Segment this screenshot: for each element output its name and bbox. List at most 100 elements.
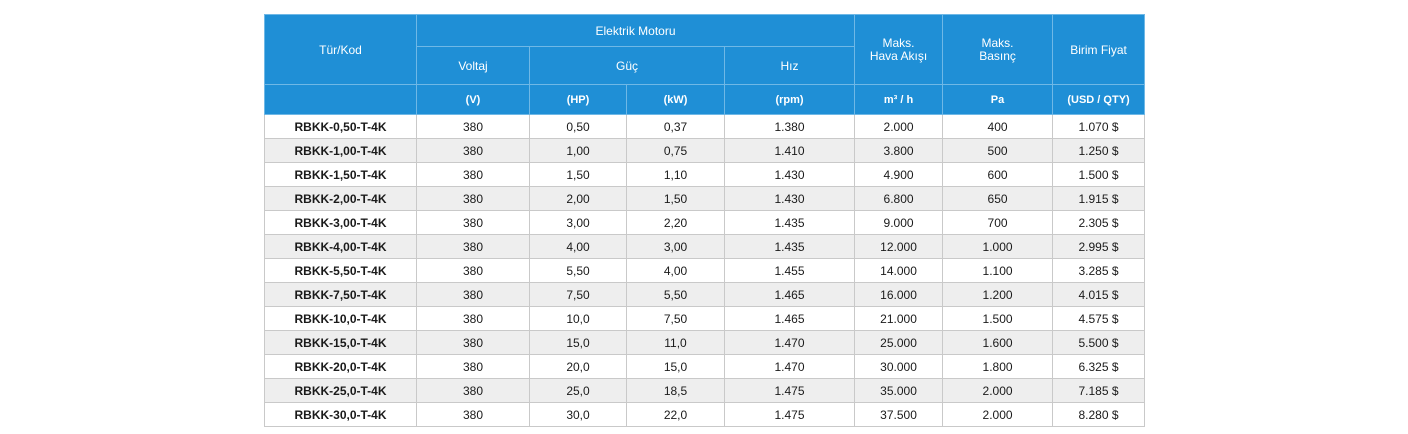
cell-pressure: 500 (942, 138, 1054, 163)
unit-empty (264, 84, 417, 115)
cell-flow: 3.800 (854, 138, 944, 163)
cell-voltage: 380 (416, 114, 530, 139)
cell-code: RBKK-2,00-T-4K (264, 186, 417, 211)
cell-pressure: 1.600 (942, 330, 1054, 355)
unit-pressure: Pa (942, 84, 1054, 115)
table-row: RBKK-1,50-T-4K 380 1,50 1,10 1.430 4.900 600 1.… (264, 162, 1146, 187)
cell-flow: 12.000 (854, 234, 944, 259)
cell-rpm: 1.435 (723, 210, 856, 235)
cell-flow: 6.800 (854, 186, 944, 211)
cell-kw: 5,50 (626, 282, 725, 307)
cell-flow: 9.000 (854, 210, 944, 235)
cell-voltage: 380 (416, 186, 530, 211)
cell-voltage: 380 (416, 234, 530, 259)
cell-code: RBKK-25,0-T-4K (264, 378, 417, 403)
cell-price: 1.500 $ (1052, 162, 1146, 187)
cell-price: 4.575 $ (1052, 306, 1146, 331)
unit-price: (USD / QTY) (1052, 84, 1146, 115)
cell-price: 3.285 $ (1052, 258, 1146, 283)
cell-price: 6.325 $ (1052, 354, 1146, 379)
header-type-code: Tür/Kod (264, 14, 417, 85)
table-row: RBKK-25,0-T-4K 380 25,0 18,5 1.475 35.000 2.00… (264, 378, 1146, 403)
cell-hp: 5,50 (529, 258, 627, 283)
cell-pressure: 400 (942, 114, 1054, 139)
cell-kw: 1,10 (626, 162, 725, 187)
cell-flow: 37.500 (854, 402, 944, 427)
cell-voltage: 380 (416, 138, 530, 163)
cell-hp: 7,50 (529, 282, 627, 307)
table-row: RBKK-2,00-T-4K 380 2,00 1,50 1.430 6.800 650 1.… (264, 186, 1146, 211)
cell-price: 5.500 $ (1052, 330, 1146, 355)
table-row: RBKK-3,00-T-4K 380 3,00 2,20 1.435 9.000 700 2.… (264, 210, 1146, 235)
cell-hp: 1,50 (529, 162, 627, 187)
cell-pressure: 650 (942, 186, 1054, 211)
cell-kw: 1,50 (626, 186, 725, 211)
cell-pressure: 1.000 (942, 234, 1054, 259)
cell-hp: 0,50 (529, 114, 627, 139)
cell-voltage: 380 (416, 282, 530, 307)
cell-code: RBKK-20,0-T-4K (264, 354, 417, 379)
cell-code: RBKK-3,00-T-4K (264, 210, 417, 235)
cell-code: RBKK-4,00-T-4K (264, 234, 417, 259)
cell-hp: 25,0 (529, 378, 627, 403)
table-row: RBKK-7,50-T-4K 380 7,50 5,50 1.465 16.000 1.20… (264, 282, 1146, 307)
cell-voltage: 380 (416, 162, 530, 187)
cell-kw: 3,00 (626, 234, 725, 259)
table-row: RBKK-30,0-T-4K 380 30,0 22,0 1.475 37.500 2.00… (264, 402, 1146, 427)
price-table: Tür/Kod Elektrik Motoru Maks. Hava Akışı… (264, 14, 1146, 427)
unit-voltage: (V) (416, 84, 530, 115)
cell-price: 1.070 $ (1052, 114, 1146, 139)
cell-voltage: 380 (416, 258, 530, 283)
header-unit-price: Birim Fiyat (1052, 14, 1146, 85)
cell-hp: 3,00 (529, 210, 627, 235)
cell-price: 1.250 $ (1052, 138, 1146, 163)
cell-pressure: 2.000 (942, 402, 1054, 427)
cell-price: 7.185 $ (1052, 378, 1146, 403)
cell-price: 2.995 $ (1052, 234, 1146, 259)
cell-code: RBKK-7,50-T-4K (264, 282, 417, 307)
cell-hp: 2,00 (529, 186, 627, 211)
cell-pressure: 2.000 (942, 378, 1054, 403)
header-voltage: Voltaj (416, 46, 530, 85)
cell-code: RBKK-30,0-T-4K (264, 402, 417, 427)
cell-pressure: 700 (942, 210, 1054, 235)
cell-pressure: 1.200 (942, 282, 1054, 307)
cell-flow: 35.000 (854, 378, 944, 403)
cell-rpm: 1.470 (723, 330, 856, 355)
unit-kw: (kW) (626, 84, 725, 115)
unit-rpm: (rpm) (723, 84, 856, 115)
cell-flow: 4.900 (854, 162, 944, 187)
cell-rpm: 1.465 (723, 306, 856, 331)
cell-kw: 15,0 (626, 354, 725, 379)
header-power: Güç (529, 46, 725, 85)
cell-kw: 11,0 (626, 330, 725, 355)
cell-kw: 22,0 (626, 402, 725, 427)
cell-pressure: 1.500 (942, 306, 1054, 331)
cell-kw: 2,20 (626, 210, 725, 235)
table-row: RBKK-15,0-T-4K 380 15,0 11,0 1.470 25.000 1.60… (264, 330, 1146, 355)
cell-rpm: 1.455 (723, 258, 856, 283)
cell-pressure: 1.100 (942, 258, 1054, 283)
header-electric-motor: Elektrik Motoru (415, 14, 856, 47)
cell-hp: 30,0 (529, 402, 627, 427)
cell-price: 1.915 $ (1052, 186, 1146, 211)
table-row: RBKK-1,00-T-4K 380 1,00 0,75 1.410 3.800 500 1.… (264, 138, 1146, 163)
table-row: RBKK-0,50-T-4K 380 0,50 0,37 1.380 2.000 400 1.… (264, 114, 1146, 139)
cell-hp: 10,0 (529, 306, 627, 331)
table-row: RBKK-20,0-T-4K 380 20,0 15,0 1.470 30.000 1.80… (264, 354, 1146, 379)
unit-hp: (HP) (529, 84, 627, 115)
cell-rpm: 1.380 (723, 114, 856, 139)
cell-code: RBKK-10,0-T-4K (264, 306, 417, 331)
header-speed: Hız (723, 46, 856, 85)
cell-flow: 2.000 (854, 114, 944, 139)
cell-rpm: 1.475 (723, 402, 856, 427)
table-row: RBKK-10,0-T-4K 380 10,0 7,50 1.465 21.000 1.50… (264, 306, 1146, 331)
cell-voltage: 380 (416, 330, 530, 355)
cell-flow: 21.000 (854, 306, 944, 331)
cell-voltage: 380 (416, 210, 530, 235)
cell-pressure: 1.800 (942, 354, 1054, 379)
table-row: RBKK-4,00-T-4K 380 4,00 3,00 1.435 12.000 1.00… (264, 234, 1146, 259)
cell-price: 8.280 $ (1052, 402, 1146, 427)
cell-code: RBKK-15,0-T-4K (264, 330, 417, 355)
cell-flow: 30.000 (854, 354, 944, 379)
